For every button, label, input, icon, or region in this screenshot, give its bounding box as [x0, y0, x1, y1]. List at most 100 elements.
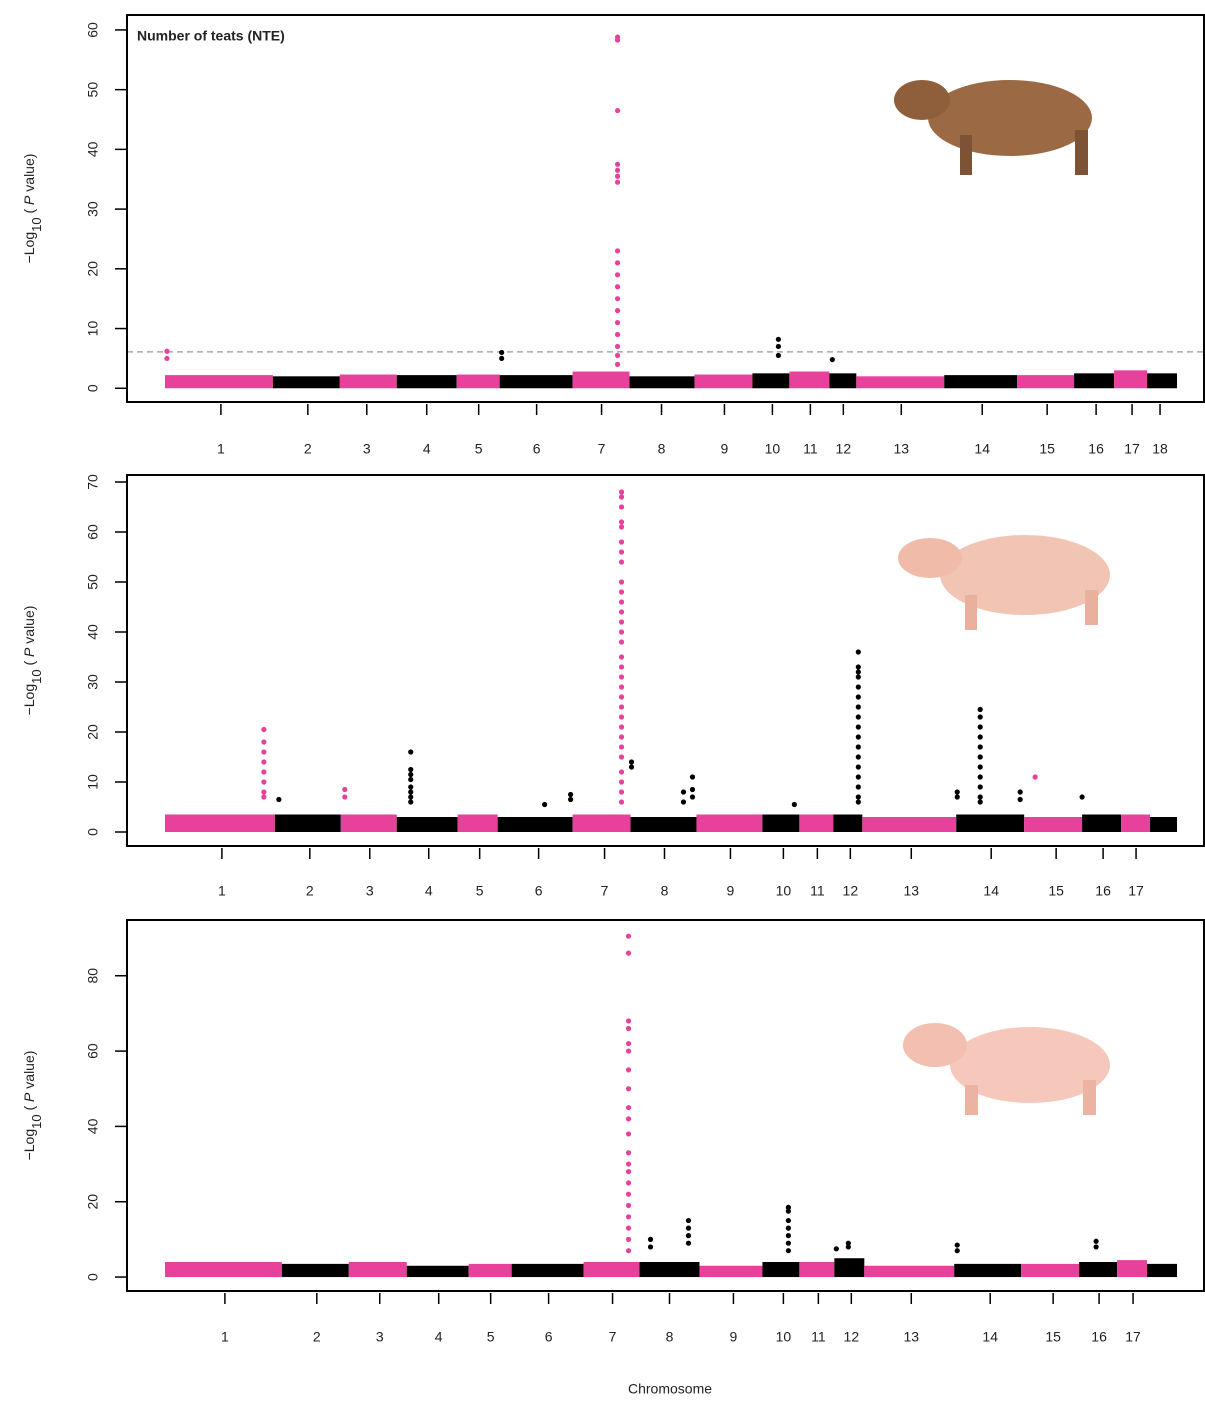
- snp-point: [785, 1204, 791, 1210]
- y-tick-label: 0: [85, 1273, 101, 1281]
- snp-point: [567, 796, 574, 803]
- y-tick-label: 40: [85, 141, 101, 157]
- chromosome-band: [406, 1265, 469, 1278]
- snp-point: [614, 284, 621, 290]
- snp-point: [618, 789, 625, 795]
- snp-point: [614, 173, 621, 179]
- chromosome-band: [511, 1263, 584, 1278]
- snp-point: [618, 724, 625, 730]
- snp-point: [829, 356, 835, 363]
- chromosome-band: [1147, 1263, 1178, 1278]
- snp-point: [775, 336, 781, 342]
- chromosome-band: [630, 817, 697, 832]
- snp-point: [618, 769, 625, 775]
- chromosome-band: [274, 814, 341, 832]
- chromosome-band: [468, 1263, 512, 1278]
- chromosome-band: [944, 375, 1018, 389]
- snp-point: [625, 1048, 632, 1054]
- y-tick-label: 50: [85, 82, 101, 98]
- chromosome-band: [799, 814, 834, 832]
- snp-point: [977, 706, 983, 713]
- snp-point: [977, 724, 983, 730]
- snp-point: [625, 1191, 632, 1197]
- snp-point: [567, 791, 574, 798]
- y-axis-label-part: 10: [29, 1114, 44, 1128]
- snp-point: [977, 799, 983, 805]
- y-axis-label-part: value): [21, 154, 37, 196]
- snp-point: [625, 1225, 632, 1231]
- chromosome-band: [572, 371, 630, 389]
- x-tick-label: 2: [313, 1329, 321, 1345]
- snp-point: [1017, 789, 1023, 795]
- chromosome-band: [272, 376, 340, 389]
- x-tick-label: 11: [810, 883, 825, 899]
- y-axis-label-part: −Log: [21, 1129, 37, 1161]
- snp-point: [618, 639, 625, 645]
- snp-point: [618, 599, 625, 605]
- snp-point: [625, 1067, 632, 1073]
- x-tick-label: 6: [535, 883, 543, 899]
- y-tick-label: 20: [85, 1194, 101, 1210]
- chromosome-band: [164, 814, 275, 832]
- snp-point: [499, 355, 505, 362]
- snp-point: [618, 704, 625, 710]
- snp-point: [408, 749, 414, 755]
- y-axis-label-part: value): [21, 606, 37, 648]
- snp-point: [625, 1202, 632, 1209]
- snp-point: [618, 664, 625, 670]
- chromosome-band: [1024, 817, 1083, 832]
- snp-point: [785, 1217, 791, 1224]
- chromosome-band: [762, 814, 800, 832]
- snp-point: [618, 654, 625, 660]
- y-tick-label: 80: [85, 968, 101, 984]
- snp-point: [977, 714, 983, 720]
- x-tick-label: 18: [1152, 441, 1168, 457]
- snp-point: [954, 1242, 960, 1248]
- chromosome-band: [833, 814, 863, 832]
- chromosome-band: [856, 376, 945, 389]
- x-tick-label: 9: [730, 1329, 738, 1345]
- snp-point: [164, 355, 170, 362]
- chromosome-band: [1150, 817, 1178, 832]
- chromosome-band: [956, 814, 1025, 832]
- x-tick-label: 4: [423, 441, 431, 457]
- snp-point: [618, 694, 625, 700]
- snp-point: [261, 769, 267, 775]
- snp-point: [625, 1169, 632, 1175]
- snp-point: [1093, 1238, 1099, 1244]
- snp-point: [855, 799, 861, 805]
- snp-point: [261, 739, 267, 745]
- snp-point: [647, 1236, 654, 1242]
- snp-point: [618, 714, 625, 720]
- chromosome-band: [696, 814, 763, 832]
- snp-point: [618, 524, 625, 530]
- chromosome-band: [752, 373, 790, 389]
- y-axis-label-part: −Log: [21, 684, 37, 716]
- snp-point: [977, 734, 983, 740]
- snp-point: [1017, 796, 1023, 803]
- plot-frame: [126, 14, 1205, 403]
- snp-point: [855, 664, 861, 670]
- snp-point: [614, 161, 621, 167]
- snp-point: [614, 272, 621, 278]
- chromosome-band: [164, 1261, 282, 1278]
- snp-point: [618, 734, 625, 740]
- snp-point: [775, 343, 781, 350]
- snp-point: [618, 549, 625, 555]
- snp-point: [614, 319, 621, 326]
- snp-point: [855, 784, 861, 790]
- snp-point: [954, 789, 960, 795]
- snp-point: [977, 764, 983, 770]
- snp-point: [618, 589, 625, 595]
- snp-point: [618, 744, 625, 750]
- x-tick-label: 1: [221, 1329, 229, 1345]
- chromosome-band: [164, 375, 273, 389]
- chromosome-band: [396, 817, 458, 832]
- snp-point: [1093, 1244, 1099, 1250]
- snp-point: [625, 1150, 632, 1156]
- chromosome-band: [456, 374, 500, 389]
- snp-point: [408, 789, 414, 795]
- y-tick-label: 40: [85, 1118, 101, 1134]
- y-axis-label-part: P: [21, 1092, 37, 1102]
- chromosome-band: [499, 375, 573, 389]
